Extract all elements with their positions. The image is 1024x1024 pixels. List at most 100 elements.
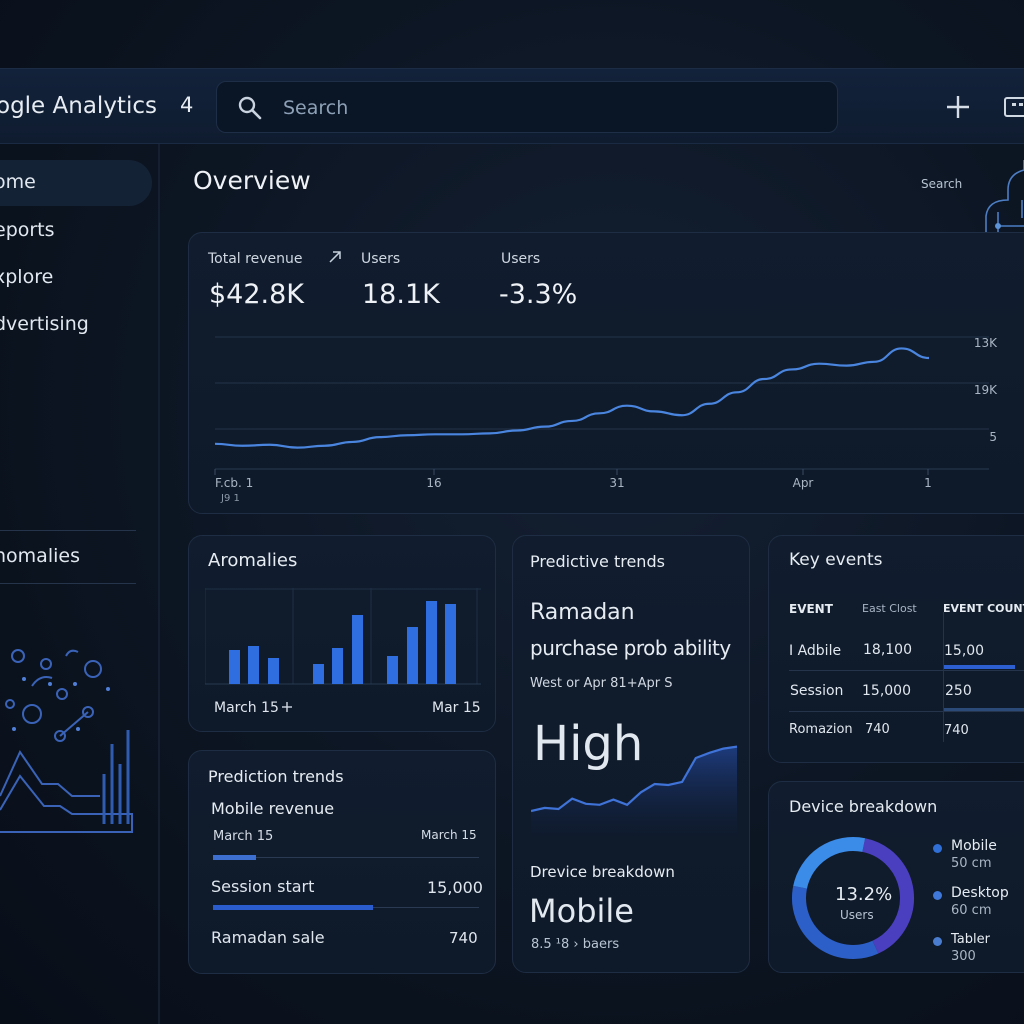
count-bar [943, 708, 1024, 711]
sidebar-item-advertising[interactable]: dvertising [0, 302, 152, 348]
x-tick-label: F.cb. 1 [215, 476, 253, 490]
donut-slice [862, 838, 914, 954]
progress-bar [213, 855, 256, 860]
sidebar: ome eports xplore dvertising nomalies [0, 144, 160, 1024]
search-icon [238, 96, 262, 120]
progress-track [213, 857, 479, 858]
x-tick-label: 31 [609, 476, 624, 490]
sidebar-item-label: ome [0, 171, 36, 193]
arrow-up-right-icon [329, 251, 341, 263]
sidebar-item-anomalies[interactable]: nomalies [0, 534, 152, 580]
y-tick-label: 5 [989, 430, 997, 444]
date-end: March 15 [421, 828, 477, 842]
card-title: Predictive trends [530, 552, 665, 571]
event-name: Romazion [789, 722, 853, 737]
x-tick-label: 1 [924, 476, 932, 490]
legend-name: Desktop [951, 885, 1009, 901]
overview-card: Total revenue $42.8K Users 18.1K Users -… [188, 232, 1024, 514]
search-input[interactable] [283, 96, 803, 120]
card-subtitle: Mobile revenue [211, 799, 335, 818]
prediction-trends-card: Prediction trends Mobile revenue March 1… [188, 750, 496, 974]
column-divider [943, 612, 944, 742]
row-value: 15,000 [427, 878, 483, 897]
event-cost: 15,000 [862, 683, 911, 699]
date-start: March 15 [213, 829, 274, 844]
sidebar-item-label: dvertising [0, 313, 89, 335]
app-version: 4 [180, 93, 194, 117]
bar [248, 646, 259, 684]
event-name: I Adbile [789, 643, 842, 659]
legend-name: Tabler [951, 932, 990, 947]
column-header: EVENT COUNT [943, 602, 1024, 615]
date-start: March 15 [214, 700, 279, 716]
sidebar-item-reports[interactable]: eports [0, 208, 152, 254]
x-tick-label: Apr [793, 476, 814, 490]
anomalies-bar-chart [205, 588, 481, 685]
event-cost: 18,100 [863, 642, 912, 658]
divider [0, 530, 136, 531]
legend-dot [933, 891, 942, 900]
y-tick-label: 13K [974, 336, 998, 350]
sidebar-item-home[interactable]: ome [0, 160, 152, 206]
card-title: Prediction trends [208, 767, 344, 786]
device-breakdown-card: Device breakdown 13.2% Users Mobile 50 c… [768, 781, 1024, 973]
search-bar[interactable] [216, 81, 838, 133]
sidebar-item-explore[interactable]: xplore [0, 255, 152, 301]
section-title: Drevice breakdown [530, 863, 675, 881]
event-cost: 740 [865, 722, 890, 737]
anomalies-illustration [0, 649, 133, 833]
predictive-trends-card: Predictive trends Ramadan purchase prob … [512, 535, 750, 973]
row-divider [789, 670, 1024, 671]
period-label: West or Apr 81+Apr S [530, 676, 673, 691]
legend-value: 50 cm [951, 856, 992, 871]
area-line [531, 745, 738, 813]
sidebar-item-label: eports [0, 219, 55, 241]
donut-slice [792, 885, 879, 959]
count-bar [943, 665, 1015, 669]
headline: Ramadan [530, 600, 635, 625]
column-header: EVENT [789, 602, 833, 616]
metric-value: $42.8K [209, 279, 305, 310]
event-count: 15,00 [944, 643, 985, 659]
plus-icon[interactable] [281, 701, 293, 713]
date-end: Mar 15 [432, 700, 481, 716]
bar [332, 648, 343, 684]
add-icon[interactable] [944, 93, 972, 121]
probability-area-chart [531, 745, 738, 836]
bar [445, 604, 456, 684]
event-name: Session [790, 683, 844, 699]
revenue-series-line [214, 347, 930, 449]
divider [0, 583, 136, 584]
donut-center-label: Users [840, 908, 874, 922]
bar [407, 627, 418, 684]
card-title: Aromalies [208, 550, 298, 571]
metric-value: 18.1K [362, 279, 440, 310]
revenue-line-chart: 13K 19K 5 F.cb. 1 16 31 Apr 1 J9 1 [214, 336, 998, 503]
headline: purchase prob ability [530, 636, 731, 660]
device-sub: 8.5 ¹8 › baers [531, 937, 620, 952]
column-header: East Clost [862, 602, 917, 615]
page-title: Overview [193, 166, 311, 195]
bar [387, 656, 398, 684]
legend-value: 300 [951, 949, 976, 964]
legend-name: Mobile [951, 838, 997, 854]
sidebar-item-label: nomalies [0, 545, 80, 567]
metric-label: Users [501, 251, 541, 267]
top-bar: ogle Analytics 4 [0, 68, 1024, 144]
bar [229, 650, 240, 684]
row-divider [789, 711, 1024, 712]
card-title: Key events [789, 550, 883, 570]
donut-slice [793, 837, 866, 889]
metric-label: Users [361, 251, 401, 267]
app-title[interactable]: ogle Analytics [0, 93, 157, 119]
metric-value: -3.3% [499, 279, 578, 310]
progress-bar [213, 905, 373, 910]
metric-label: Total revenue [208, 251, 303, 267]
search-link[interactable]: Search [921, 177, 963, 191]
donut-center-value: 13.2% [835, 884, 893, 905]
event-count: 740 [944, 723, 969, 738]
legend-dot [933, 937, 942, 946]
bar [426, 601, 437, 684]
row-value: 740 [449, 929, 478, 947]
display-icon[interactable] [1004, 97, 1024, 117]
